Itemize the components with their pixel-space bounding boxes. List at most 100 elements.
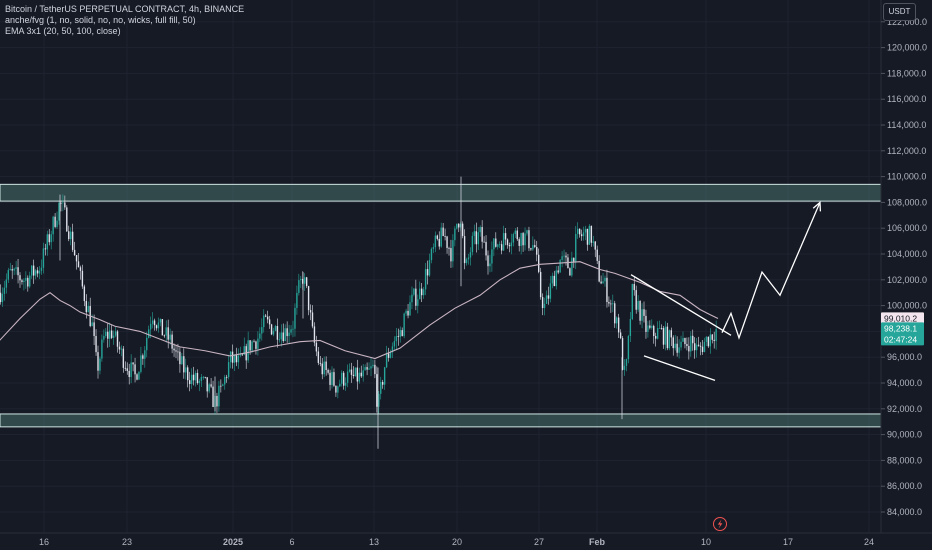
candle-body <box>440 227 442 247</box>
candle-body <box>399 330 401 337</box>
candle-body <box>304 277 306 284</box>
candle-body <box>553 275 555 287</box>
candle-body <box>442 227 444 237</box>
candle-body <box>142 355 144 359</box>
candle-body <box>62 202 64 204</box>
candle-body <box>206 377 208 392</box>
price-zone[interactable] <box>0 413 882 428</box>
price-tick-label: 106,000.0 <box>887 223 927 233</box>
candle-body <box>116 331 119 347</box>
candle-body <box>692 335 694 344</box>
candle-body <box>594 241 596 250</box>
candle-body <box>477 232 479 245</box>
candle-body <box>547 295 550 299</box>
candle-countdown: 02:47:24 <box>884 334 917 344</box>
candle-body <box>656 327 659 339</box>
candle-body <box>592 241 594 243</box>
candle-body <box>208 384 210 392</box>
price-tick-label: 110,000.0 <box>887 172 926 182</box>
price-tick-label: 84,000.0 <box>887 507 922 517</box>
candle-body <box>588 225 591 245</box>
candle-body <box>421 288 423 296</box>
candle-body <box>436 235 438 239</box>
candle-body <box>268 319 271 325</box>
wedge-upper-line[interactable] <box>630 274 732 336</box>
projection-path[interactable] <box>721 202 821 340</box>
wedge-lower-line[interactable] <box>643 355 716 382</box>
price-axis[interactable]: 84,000.0 86,000.0 88,000.0 90,000.0 92,000.0… <box>881 17 927 517</box>
candle-body <box>339 383 341 387</box>
price-zone[interactable] <box>0 183 882 202</box>
candle-body <box>85 301 87 313</box>
candle-body <box>555 270 557 287</box>
candle-body <box>577 228 579 234</box>
arrow-head <box>812 201 822 212</box>
candle-body <box>424 269 427 290</box>
candle-body <box>475 231 477 245</box>
symbol-title[interactable]: Bitcoin / TetherUS PERPETUAL CONTRACT, 4… <box>5 4 245 14</box>
time-axis[interactable]: 16 23 2025 6 13 20 27 Feb 10 17 24 <box>39 537 874 547</box>
candle-body <box>114 331 117 336</box>
candle-body <box>101 339 103 359</box>
candle-body <box>694 343 696 351</box>
candle-body <box>499 244 501 246</box>
candle-body <box>118 346 121 350</box>
candle-body <box>185 367 187 373</box>
candle-body <box>701 346 704 353</box>
candle-body <box>231 351 234 363</box>
candle-body <box>350 369 353 375</box>
candle-body <box>280 332 282 340</box>
candle-body <box>249 340 251 351</box>
candle-body <box>473 231 476 236</box>
lightning-bolt-icon[interactable] <box>713 517 727 531</box>
candle-body <box>325 361 327 370</box>
candle-body <box>99 358 101 371</box>
candle-body <box>643 309 645 316</box>
candle-body <box>590 225 593 243</box>
indicator-ema[interactable]: EMA 3x1 (20, 50, 100, close) <box>5 26 121 36</box>
candle-body <box>686 344 688 346</box>
candle-body <box>612 303 614 305</box>
candle-body <box>711 334 713 340</box>
candle-body <box>261 327 263 334</box>
time-tick-label: 2025 <box>223 537 243 547</box>
candle-body <box>660 327 663 329</box>
candle-body <box>616 317 618 324</box>
candle-body <box>514 230 516 235</box>
candle-body <box>255 341 257 349</box>
candle-body <box>370 366 372 369</box>
time-tick-label: 10 <box>701 537 711 547</box>
candle-body <box>266 316 269 320</box>
candle-body <box>709 334 711 347</box>
candle-body <box>109 330 111 339</box>
candle-body <box>707 336 710 347</box>
candle-body <box>697 344 700 346</box>
candle-body <box>617 317 620 333</box>
candle-body <box>645 315 647 332</box>
candle-body <box>341 372 343 384</box>
candle-body <box>237 355 240 363</box>
candle-body <box>77 261 80 268</box>
candle-body <box>571 257 573 276</box>
candle-body <box>506 239 509 246</box>
candle-body <box>584 228 587 233</box>
candle-body <box>344 382 347 386</box>
candle-body <box>586 228 589 245</box>
candle-body <box>171 334 173 349</box>
candle-body <box>25 277 27 281</box>
candle-body <box>155 325 158 329</box>
candle-body <box>395 336 398 342</box>
candle-body <box>319 362 321 364</box>
trend-drawings[interactable] <box>630 201 822 382</box>
currency-button[interactable]: USDT <box>883 3 916 21</box>
indicator-fvg[interactable]: anche/fvg (1, no, solid, no, no, wicks, … <box>5 15 196 25</box>
candle-body <box>676 343 678 353</box>
candles <box>0 176 717 449</box>
candle-body <box>467 257 470 260</box>
time-tick-label: 13 <box>369 537 379 547</box>
candle-body <box>120 348 123 350</box>
candle-body <box>124 367 126 369</box>
candle-body <box>9 269 11 271</box>
candle-body <box>247 340 249 361</box>
